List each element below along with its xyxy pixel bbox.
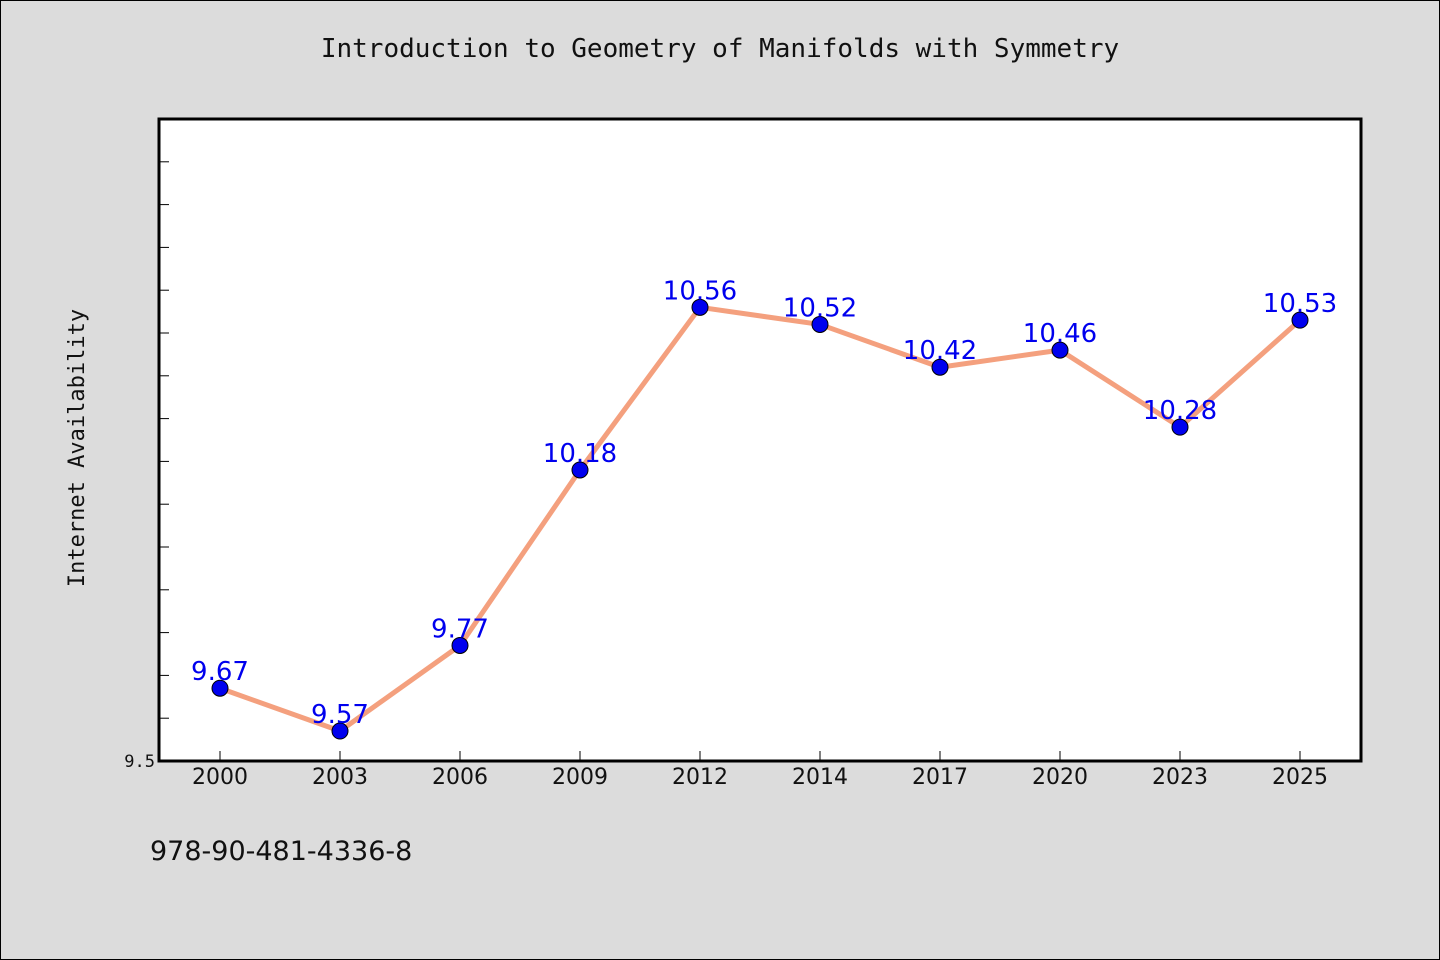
- x-tick-label: 2023: [1152, 765, 1208, 790]
- y-tick-labels: 9.5: [124, 752, 155, 772]
- x-tick-label: 2000: [192, 765, 248, 790]
- chart-title: Introduction to Geometry of Manifolds wi…: [320, 34, 1120, 64]
- x-ticks: [219, 751, 1301, 761]
- data-label: 10.46: [1023, 319, 1097, 349]
- x-tick-label: 2025: [1272, 765, 1328, 790]
- x-tick-label: 2003: [312, 765, 368, 790]
- data-point: [211, 679, 229, 697]
- data-label: 10.52: [783, 293, 857, 323]
- data-labels: 9.67 9.57 9.77 10.18 10.56 10.52 10.42 10.46 10.…: [191, 276, 1337, 730]
- y-ticks: [159, 161, 169, 719]
- series-line: [219, 304, 1302, 734]
- plot-area: [157, 117, 1363, 763]
- data-label: 10.42: [903, 336, 977, 366]
- data-label: 9.77: [431, 614, 489, 644]
- x-tick-label: 2009: [552, 765, 608, 790]
- data-point: [1291, 311, 1309, 329]
- x-tick-label: 2006: [432, 765, 488, 790]
- data-point: [931, 358, 949, 376]
- x-tick-labels: 2000 2003 2006 2009 2012 2014 2017 2020 2023 2025: [192, 765, 1328, 790]
- data-label: 10.56: [663, 276, 737, 306]
- data-markers: [211, 298, 1309, 740]
- data-point: [811, 315, 829, 333]
- data-point: [331, 722, 349, 740]
- data-point: [571, 461, 589, 479]
- data-point: [451, 636, 469, 654]
- x-tick-label: 2014: [792, 765, 848, 790]
- x-tick-label: 2017: [912, 765, 968, 790]
- data-label: 10.18: [543, 439, 617, 469]
- data-point: [691, 298, 709, 316]
- y-tick-label: 9.5: [124, 752, 155, 772]
- x-tick-label: 2020: [1032, 765, 1088, 790]
- data-label: 10.53: [1263, 289, 1337, 319]
- y-axis-label: Internet Availability: [65, 309, 90, 587]
- isbn-text: 978-90-481-4336-8: [150, 836, 413, 867]
- data-label: 10.28: [1143, 396, 1217, 426]
- data-point: [1171, 418, 1189, 436]
- data-label: 9.67: [191, 657, 249, 687]
- data-point: [1051, 341, 1069, 359]
- x-tick-label: 2012: [672, 765, 728, 790]
- data-label: 9.57: [311, 700, 369, 730]
